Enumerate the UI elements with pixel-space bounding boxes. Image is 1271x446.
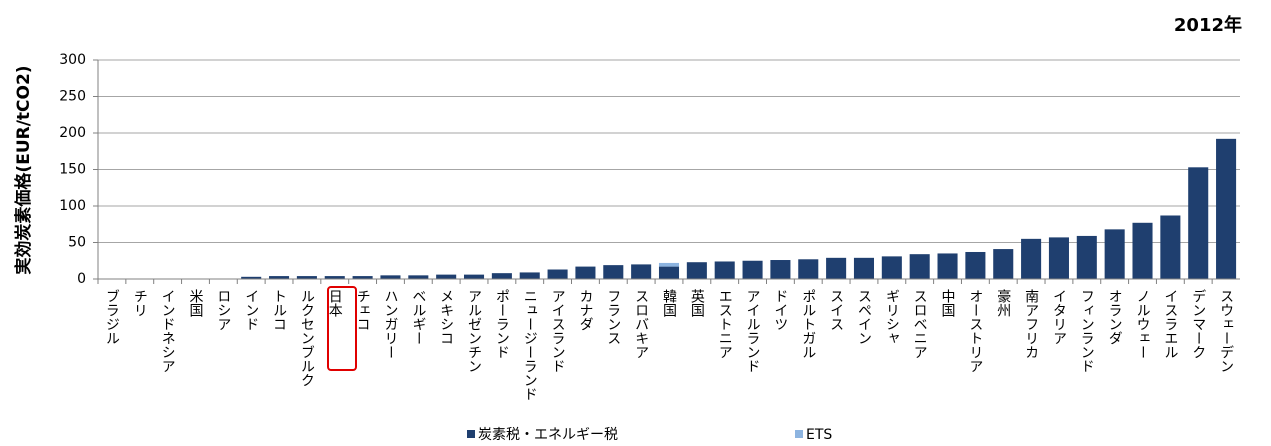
x-tick-label: ロシア: [215, 289, 231, 331]
legend-swatch: [467, 430, 475, 438]
x-tick-label: スロバキア: [633, 289, 649, 359]
bar: [1132, 222, 1153, 279]
x-tick-label: インドネシア: [160, 289, 176, 373]
x-tick-label: スロベニア: [912, 289, 928, 359]
y-tick-label: 50: [68, 235, 86, 251]
bar: [380, 275, 401, 279]
y-tick-label: 0: [77, 271, 86, 287]
x-tick-label: ブラジル: [104, 289, 120, 345]
x-tick-label: アルゼンチン: [466, 289, 482, 373]
x-tick-label: オランダ: [1107, 289, 1123, 345]
x-tick-label: 英国: [689, 288, 705, 317]
legend-label: 炭素税・エネルギー税: [478, 427, 618, 443]
bar: [408, 275, 429, 279]
bar: [658, 266, 680, 279]
x-tick-label: チェコ: [355, 289, 371, 331]
x-tick-label: スウェーデン: [1218, 289, 1234, 373]
x-tick-label: デンマーク: [1190, 289, 1206, 359]
bar: [519, 272, 540, 279]
bar: [547, 269, 568, 279]
bar: [1048, 237, 1069, 279]
bar: [714, 261, 735, 279]
bar: [324, 276, 345, 279]
bar: [686, 262, 707, 279]
bar: [491, 273, 512, 279]
x-tick-label: トルコ: [271, 289, 287, 331]
x-tick-label: ニュージーランド: [522, 289, 538, 401]
bar: [798, 259, 819, 279]
x-tick-label: 南アフリカ: [1023, 289, 1039, 359]
bar: [909, 254, 930, 279]
y-tick-label: 250: [59, 89, 86, 105]
bar: [742, 260, 763, 279]
bar: [658, 262, 680, 267]
x-tick-label: アイルランド: [745, 289, 761, 373]
bar: [352, 276, 373, 279]
x-tick-label: スイス: [828, 289, 844, 331]
x-tick-label: 中国: [940, 289, 956, 317]
x-tick-label: アイスランド: [550, 289, 566, 373]
x-tick-label: ドイツ: [772, 289, 788, 331]
y-axis-label: 実効炭素価格(EUR/tCO2): [13, 65, 34, 274]
x-tick-label: フランス: [605, 289, 621, 345]
bar: [631, 264, 652, 279]
bar: [296, 276, 317, 279]
bar: [1021, 238, 1042, 279]
bar: [1216, 138, 1237, 279]
x-tick-label: メキシコ: [438, 289, 454, 345]
x-tick-label: フィンランド: [1079, 289, 1095, 373]
x-tick-label: チリ: [132, 289, 148, 317]
legend-label: ETS: [806, 427, 832, 443]
bar: [993, 249, 1014, 279]
x-tick-label: ギリシャ: [884, 289, 900, 345]
bar: [436, 274, 457, 279]
bar: [881, 256, 902, 279]
bar: [965, 251, 986, 279]
x-tick-label: 韓国: [661, 289, 677, 317]
bar: [603, 265, 624, 279]
x-tick-label: ポーランド: [494, 289, 510, 359]
legend-swatch: [795, 430, 803, 438]
x-tick-label: ポルトガル: [800, 289, 816, 359]
bar: [1188, 167, 1209, 279]
x-tick-label: カナダ: [577, 289, 593, 331]
bar: [575, 266, 596, 279]
x-tick-label: スペイン: [856, 289, 872, 345]
x-tick-label: インド: [243, 289, 259, 331]
x-tick-label: 豪州: [995, 289, 1011, 317]
x-tick-label: イスラエル: [1162, 289, 1178, 359]
bar: [269, 276, 290, 279]
bar: [463, 274, 485, 279]
x-tick-label: ベルギー: [410, 289, 426, 345]
y-tick-label: 200: [59, 125, 86, 141]
bar: [1160, 215, 1181, 279]
bar: [937, 253, 958, 279]
annotation: 2012年: [1174, 14, 1242, 36]
y-tick-label: 100: [59, 198, 86, 214]
bar: [826, 257, 847, 279]
x-tick-label: 米国: [187, 289, 203, 317]
x-tick-label: イタリア: [1051, 289, 1067, 345]
bar: [770, 260, 791, 279]
y-tick-label: 150: [59, 162, 86, 178]
x-tick-label: エストニア: [717, 289, 733, 359]
x-tick-label: オーストリア: [967, 289, 983, 373]
highlight-box: [327, 286, 357, 371]
x-tick-label: 日本: [327, 289, 343, 317]
y-tick-label: 300: [59, 52, 86, 68]
bar: [853, 257, 875, 279]
x-tick-label: ノルウェー: [1135, 289, 1151, 359]
x-tick-label: ハンガリー: [382, 289, 398, 359]
bar: [1076, 235, 1097, 279]
bar: [1104, 229, 1125, 279]
x-tick-label: ルクセンブルク: [299, 289, 315, 387]
bar: [241, 276, 262, 279]
